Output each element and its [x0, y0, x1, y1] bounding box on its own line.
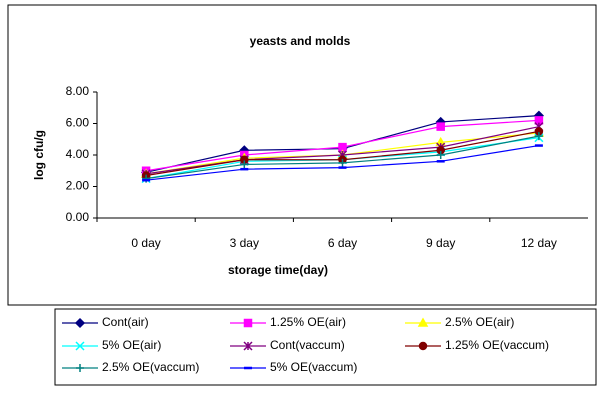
legend-item: 5% OE(air): [62, 338, 161, 352]
x-tick-label: 12 day: [521, 236, 557, 250]
legend-label: 5% OE(vaccum): [270, 360, 357, 374]
legend-label: 2.5% OE(vaccum): [102, 360, 199, 374]
marker: [418, 341, 428, 351]
legend-item: 2.5% OE(air): [405, 315, 514, 329]
marker: [240, 160, 249, 169]
legend-label: Cont(air): [102, 315, 149, 329]
x-tick-label: 9 day: [426, 236, 455, 250]
legend-item: Cont(vaccum): [230, 338, 345, 352]
x-tick-label: 3 day: [230, 236, 259, 250]
y-tick-label: 0.00: [66, 210, 90, 224]
marker: [436, 122, 445, 131]
marker: [75, 341, 85, 351]
x-tick-label: 0 day: [131, 236, 160, 250]
y-tick-label: 2.00: [66, 179, 90, 193]
marker: [417, 317, 429, 327]
legend-item: 5% OE(vaccum): [230, 360, 357, 374]
legend-label: Cont(vaccum): [270, 338, 345, 352]
legend-frame: [54, 308, 597, 386]
marker: [74, 317, 86, 329]
x-tick-label: 6 day: [328, 236, 357, 250]
x-axis-label: storage time(day): [228, 263, 328, 277]
legend-label: 1.25% OE(air): [270, 315, 346, 329]
y-tick-label: 8.00: [66, 84, 90, 98]
marker: [243, 318, 253, 328]
y-tick-label: 4.00: [66, 147, 90, 161]
legend-label: 5% OE(air): [102, 338, 161, 352]
legend-label: 1.25% OE(vaccum): [445, 338, 549, 352]
chart-frame: [7, 4, 597, 306]
legend-item: 2.5% OE(vaccum): [62, 360, 199, 374]
marker: [436, 151, 445, 159]
legend-item: Cont(air): [62, 315, 149, 329]
legend-item: 1.25% OE(vaccum): [405, 338, 549, 352]
marker: [243, 341, 253, 351]
y-tick-label: 6.00: [66, 116, 90, 130]
legend-label: 2.5% OE(air): [445, 315, 514, 329]
legend-item: 1.25% OE(air): [230, 315, 346, 329]
marker: [76, 364, 84, 372]
marker: [338, 158, 347, 167]
marker: [534, 132, 543, 141]
chart-title: yeasts and molds: [250, 34, 351, 48]
y-axis-label: log cfu/g: [32, 130, 46, 180]
